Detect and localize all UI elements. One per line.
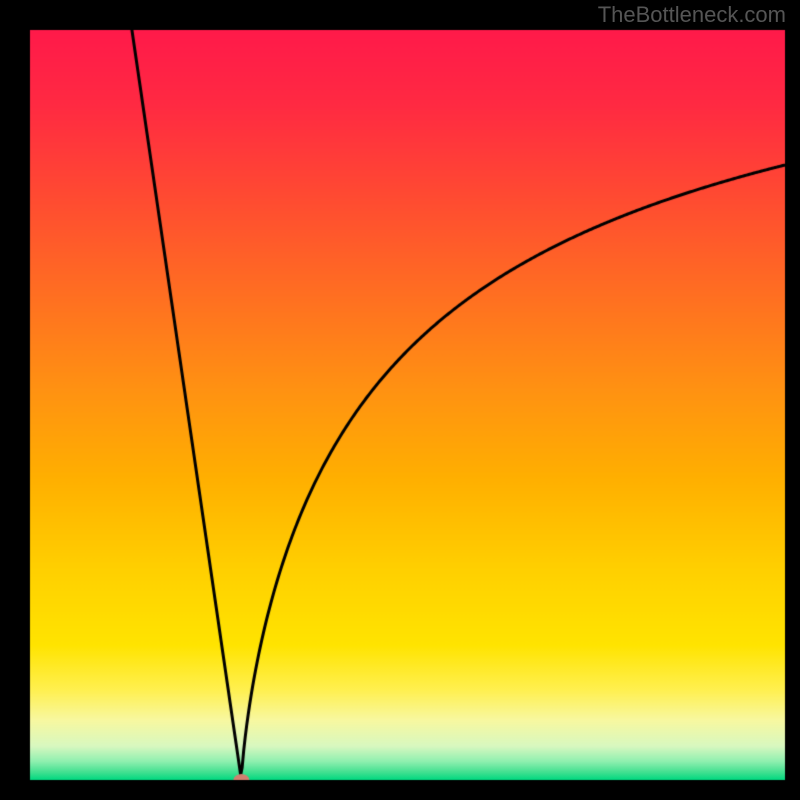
bottleneck-curve-chart (0, 0, 800, 800)
chart-container: TheBottleneck.com (0, 0, 800, 800)
watermark-text: TheBottleneck.com (598, 2, 786, 28)
